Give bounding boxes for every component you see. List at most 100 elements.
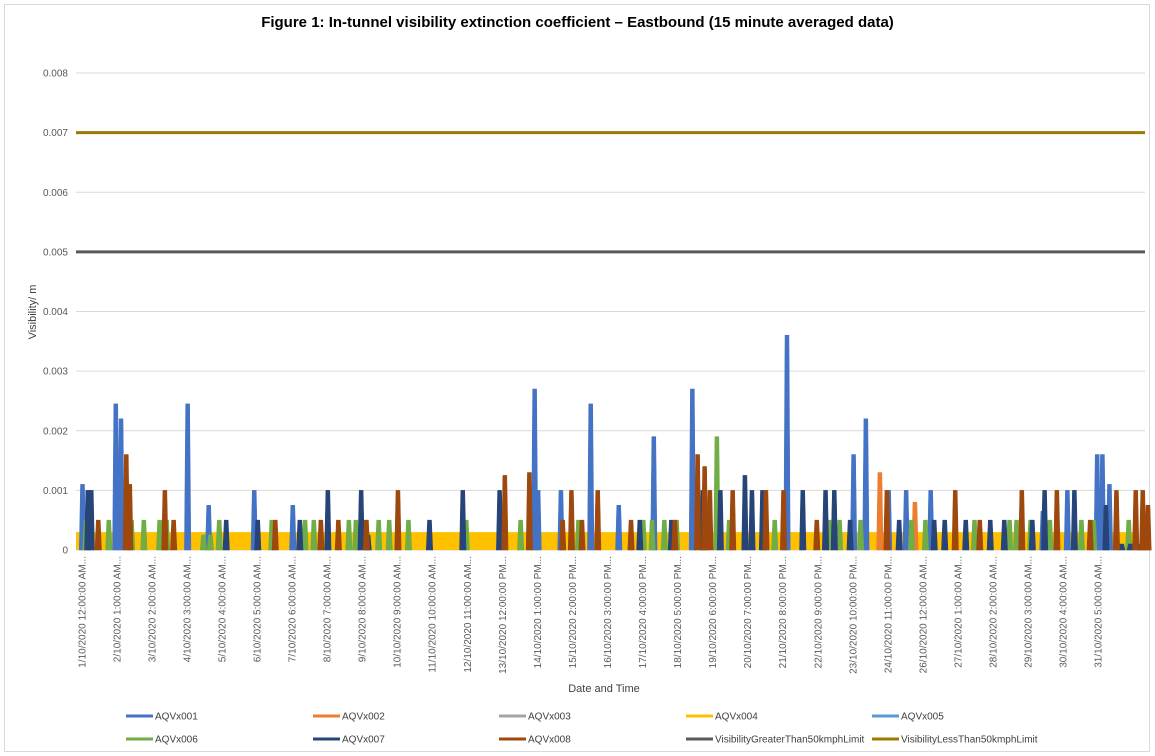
legend-label: AQVx004 bbox=[715, 712, 758, 723]
spike bbox=[404, 519, 412, 551]
y-tick-label: 0 bbox=[62, 546, 68, 557]
spike bbox=[170, 519, 178, 551]
legend-label: AQVx005 bbox=[901, 712, 944, 723]
spike bbox=[902, 490, 910, 551]
spike bbox=[688, 388, 696, 551]
spike bbox=[87, 490, 95, 551]
spike bbox=[310, 519, 318, 551]
spike bbox=[762, 490, 770, 551]
spike bbox=[117, 418, 125, 551]
legend-label: VisibilityGreaterThan50kmphLimit bbox=[715, 735, 865, 746]
spike bbox=[813, 519, 821, 551]
x-axis-label: Date and Time bbox=[568, 683, 640, 695]
spike bbox=[317, 519, 325, 551]
legend-label: AQVx003 bbox=[528, 712, 571, 723]
spike bbox=[1006, 519, 1014, 551]
y-tick-labels: 0 0.001 0.002 0.003 0.004 0.005 0.006 0.007 0.00… bbox=[43, 69, 68, 557]
spike bbox=[986, 519, 994, 551]
x-tick-label: 17/10/2020 4:00:00 PM... bbox=[638, 556, 649, 668]
x-tick-label: 9/10/2020 8:00:00 AM... bbox=[358, 556, 369, 662]
spike bbox=[876, 472, 884, 551]
spike bbox=[1077, 519, 1085, 551]
series-spikes bbox=[78, 335, 1152, 551]
spike bbox=[729, 490, 737, 551]
spike bbox=[301, 519, 309, 551]
spike bbox=[199, 534, 207, 551]
x-tick-label: 8/10/2020 7:00:00 AM... bbox=[323, 556, 334, 662]
spike bbox=[701, 466, 709, 551]
spike bbox=[289, 504, 297, 551]
spike bbox=[951, 490, 959, 551]
spike bbox=[126, 484, 134, 551]
x-tick-label: 31/10/2020 5:00:00 AM... bbox=[1094, 556, 1105, 668]
x-tick-label: 16/10/2020 3:00:00 PM... bbox=[603, 556, 614, 668]
x-tick-label: 7/10/2020 6:00:00 AM... bbox=[288, 556, 299, 662]
spike bbox=[907, 519, 915, 551]
x-tick-label: 1/10/2020 12:00:00 AM... bbox=[77, 556, 88, 668]
spike bbox=[345, 519, 353, 551]
spike bbox=[425, 519, 434, 551]
spike bbox=[594, 490, 602, 551]
spike bbox=[105, 519, 113, 551]
spike bbox=[357, 490, 365, 551]
x-tick-label: 12/10/2020 11:00:00 AM... bbox=[463, 556, 474, 673]
spike bbox=[567, 490, 575, 551]
spike bbox=[771, 519, 779, 551]
spike bbox=[1018, 490, 1026, 551]
spike bbox=[459, 490, 467, 551]
spike bbox=[184, 403, 192, 551]
spike bbox=[517, 519, 525, 551]
x-tick-label: 6/10/2020 5:00:00 AM... bbox=[253, 556, 264, 662]
spike bbox=[1063, 490, 1071, 551]
spike bbox=[941, 519, 949, 551]
x-tick-label: 30/10/2020 4:00:00 AM... bbox=[1059, 556, 1070, 668]
spike bbox=[615, 504, 623, 551]
x-tick-label: 19/10/2020 6:00:00 PM... bbox=[708, 556, 719, 668]
legend-label: AQVx006 bbox=[155, 735, 198, 746]
x-tick-label: 28/10/2020 2:00:00 AM... bbox=[989, 556, 1000, 668]
x-tick-label: 23/10/2020 10:00:00 PM... bbox=[848, 556, 859, 674]
spike bbox=[1041, 490, 1049, 551]
spike bbox=[716, 490, 724, 551]
spike bbox=[362, 519, 370, 551]
spike bbox=[1053, 490, 1061, 551]
spike bbox=[741, 475, 749, 551]
x-tick-label: 15/10/2020 2:00:00 PM... bbox=[568, 556, 579, 668]
spike bbox=[1102, 504, 1110, 551]
y-tick-label: 0.001 bbox=[43, 486, 68, 497]
spike bbox=[496, 490, 504, 551]
spike bbox=[525, 472, 533, 551]
spike bbox=[559, 519, 567, 551]
x-tick-label: 4/10/2020 3:00:00 AM... bbox=[182, 556, 193, 662]
spike bbox=[296, 519, 304, 551]
x-tick-label: 29/10/2020 3:00:00 AM... bbox=[1024, 556, 1035, 668]
x-tick-label: 18/10/2020 5:00:00 PM... bbox=[673, 556, 684, 668]
chart-title: Figure 1: In-tunnel visibility extinctio… bbox=[261, 14, 894, 31]
y-axis-label: Visibility/ m bbox=[27, 285, 39, 340]
spike bbox=[1139, 490, 1147, 551]
x-tick-label: 10/10/2020 9:00:00 AM... bbox=[393, 556, 404, 668]
y-tick-label: 0.003 bbox=[43, 367, 68, 378]
spike bbox=[846, 519, 854, 551]
spike bbox=[352, 519, 360, 551]
spike bbox=[799, 490, 807, 551]
y-tick-label: 0.008 bbox=[43, 69, 68, 80]
limit-lines bbox=[76, 131, 1145, 254]
y-tick-label: 0.004 bbox=[43, 307, 68, 318]
x-tick-label: 20/10/2020 7:00:00 PM... bbox=[743, 556, 754, 668]
y-tick-label: 0.002 bbox=[43, 426, 68, 437]
spike bbox=[334, 519, 342, 551]
spike bbox=[1086, 519, 1094, 551]
spike bbox=[748, 490, 756, 551]
spike bbox=[857, 519, 865, 551]
spike bbox=[222, 519, 230, 551]
spike bbox=[112, 403, 120, 551]
spike bbox=[1000, 519, 1008, 551]
chart-frame bbox=[4, 4, 1150, 752]
spike bbox=[1144, 504, 1152, 551]
spike bbox=[587, 403, 595, 551]
spike bbox=[140, 519, 148, 551]
x-tick-label: 2/10/2020 1:00:00 AM... bbox=[112, 556, 123, 662]
x-tick-label: 27/10/2020 1:00:00 AM... bbox=[953, 556, 964, 668]
x-tick-label: 13/10/2020 12:00:00 PM... bbox=[498, 556, 509, 674]
